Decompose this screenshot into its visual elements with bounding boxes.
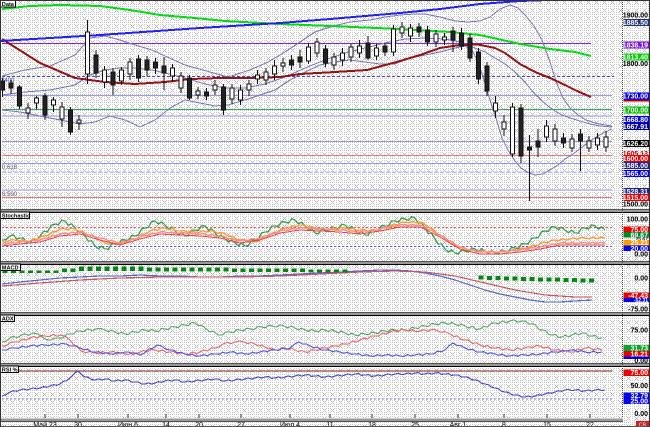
svg-text:0.00: 0.00 (634, 411, 648, 418)
svg-text:25: 25 (411, 422, 419, 427)
svg-text:25.21: 25.21 (630, 240, 648, 247)
svg-text:-75.00: -75.00 (628, 307, 648, 314)
svg-text:0.618: 0.618 (2, 165, 18, 171)
svg-text:CB: CB (639, 423, 647, 427)
svg-text:1900.00: 1900.00 (623, 13, 648, 20)
svg-text:ADX: ADX (2, 316, 14, 322)
svg-text:69.67: 69.67 (630, 232, 648, 239)
svg-text:16.21: 16.21 (630, 352, 648, 359)
svg-text:Июл 4: Июл 4 (280, 422, 300, 427)
svg-text:1605.13: 1605.13 (623, 151, 648, 158)
svg-text:100.00: 100.00 (627, 217, 649, 224)
svg-text:1585.00: 1585.00 (623, 163, 648, 170)
svg-text:75.00: 75.00 (630, 227, 648, 234)
svg-text:1565.00: 1565.00 (623, 171, 648, 178)
svg-text:31.73: 31.73 (630, 346, 648, 353)
svg-text:50.00: 50.00 (630, 383, 648, 390)
svg-text:0.00: 0.00 (634, 358, 648, 365)
svg-text:1528.31: 1528.31 (623, 189, 648, 196)
svg-text:1730.00: 1730.00 (623, 94, 648, 101)
svg-text:75.00: 75.00 (630, 328, 648, 335)
svg-text:1515.00: 1515.00 (623, 195, 648, 202)
svg-text:-52.31: -52.31 (634, 298, 648, 304)
svg-text:20.00: 20.00 (630, 246, 648, 253)
svg-text:1800.00: 1800.00 (623, 61, 648, 68)
svg-text:1700.00: 1700.00 (623, 108, 648, 115)
svg-text:14: 14 (162, 422, 170, 427)
svg-text:18: 18 (368, 422, 376, 427)
svg-text:1600.00: 1600.00 (623, 156, 648, 163)
svg-text:MACD: MACD (2, 265, 19, 271)
svg-text:-47.43: -47.43 (628, 293, 648, 300)
svg-text:75.00: 75.00 (630, 370, 648, 377)
svg-text:1626.20: 1626.20 (623, 141, 648, 148)
svg-text:1885.50: 1885.50 (623, 20, 648, 27)
svg-text:Data: Data (2, 2, 15, 8)
svg-text:0.00: 0.00 (634, 276, 648, 283)
svg-text:0.500: 0.500 (2, 192, 18, 198)
svg-text:30: 30 (74, 422, 82, 427)
svg-text:22: 22 (586, 422, 594, 427)
svg-text:32.79: 32.79 (630, 393, 648, 400)
svg-text:27: 27 (237, 422, 245, 427)
svg-text:Stochastic: Stochastic (2, 213, 30, 219)
svg-text:15: 15 (543, 422, 551, 427)
svg-text:8: 8 (502, 422, 506, 427)
svg-text:1667.91: 1667.91 (623, 124, 648, 131)
svg-text:25.00: 25.00 (630, 399, 648, 406)
svg-text:Июн 6: Июн 6 (118, 422, 138, 427)
svg-text:RSI %: RSI % (2, 367, 18, 373)
svg-text:1500.00: 1500.00 (623, 202, 648, 209)
svg-text:1838.19: 1838.19 (623, 43, 648, 50)
svg-text:Май 23: Май 23 (33, 421, 57, 427)
svg-text:11: 11 (326, 422, 333, 427)
svg-text:Авг 1: Авг 1 (450, 422, 467, 427)
svg-text:1813.40: 1813.40 (623, 55, 648, 62)
svg-text:0.00: 0.00 (634, 251, 648, 258)
svg-text:2400: 2400 (1, 78, 15, 84)
svg-text:20: 20 (195, 422, 203, 427)
svg-text:1668.80: 1668.80 (623, 117, 648, 124)
